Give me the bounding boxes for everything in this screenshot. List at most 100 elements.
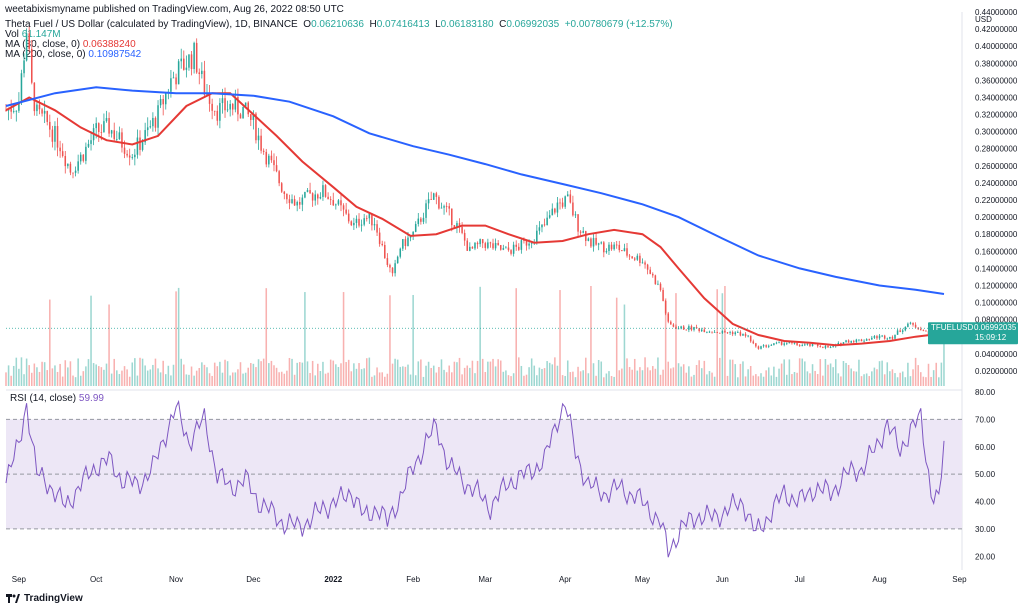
- volume-bar: [796, 372, 798, 386]
- footer-brand[interactable]: TradingView: [6, 593, 83, 604]
- volume-bar: [100, 367, 103, 386]
- volume-bar: [350, 371, 353, 386]
- volume-bar: [353, 363, 355, 386]
- candle-body: [824, 346, 827, 348]
- open-value: 0.06210636: [311, 19, 364, 30]
- x-tick-label: Apr: [559, 575, 572, 584]
- candle-body: [306, 190, 309, 192]
- candle-body: [512, 244, 515, 254]
- volume-bar: [213, 362, 216, 386]
- last-price-tag: [928, 322, 1018, 345]
- volume-bar: [183, 364, 185, 386]
- symbol-ohlc-line: Theta Fuel / US Dollar (calculated by Tr…: [5, 19, 673, 31]
- volume-bar: [198, 367, 201, 386]
- volume-bar: [922, 376, 925, 386]
- candle-body: [427, 199, 430, 204]
- candle-body: [760, 346, 762, 349]
- volume-bar: [67, 367, 69, 386]
- x-tick-label: 2022: [324, 575, 342, 584]
- volume-bar: [108, 304, 110, 386]
- volume-bar: [907, 362, 909, 386]
- candle-body: [840, 342, 842, 345]
- x-tick-label: Nov: [169, 575, 183, 584]
- candle-body: [448, 206, 450, 209]
- candle-body: [193, 42, 195, 70]
- candle-body: [353, 222, 355, 226]
- candle-body: [247, 102, 249, 115]
- candle-body: [250, 114, 252, 120]
- candle-body: [237, 96, 239, 115]
- candle-body: [582, 231, 584, 233]
- volume-bar: [487, 361, 489, 386]
- candle-body: [641, 262, 644, 264]
- volume-bar: [628, 367, 631, 386]
- volume-bar: [641, 370, 644, 386]
- volume-bar: [608, 371, 610, 386]
- candle-body: [239, 114, 242, 119]
- volume-legend: Vol 61.147M: [5, 29, 61, 41]
- candle-body: [896, 330, 899, 335]
- candle-body: [847, 340, 850, 343]
- volume-bar: [402, 366, 404, 386]
- price-tick-label: 0.36000000: [975, 76, 1018, 85]
- candle-body: [685, 329, 688, 331]
- volume-bar: [177, 287, 180, 386]
- candle-body: [376, 224, 378, 233]
- volume-bar: [244, 372, 247, 386]
- candle-body: [548, 215, 551, 218]
- candle-body: [646, 264, 649, 270]
- candle-body: [484, 243, 487, 248]
- volume-bar: [670, 368, 672, 386]
- candle-body: [396, 256, 399, 264]
- volume-bar: [430, 368, 432, 386]
- volume-bar: [18, 368, 20, 386]
- volume-bar: [664, 298, 667, 386]
- candle-body: [242, 106, 244, 119]
- volume-bar: [255, 367, 257, 386]
- volume-bar: [386, 373, 389, 386]
- candle-body: [778, 341, 780, 343]
- volume-bar: [590, 286, 592, 386]
- rsi-tick-label: 30.00: [975, 525, 996, 534]
- volume-bar: [860, 376, 863, 386]
- candle-body: [752, 341, 755, 344]
- price-tick-label: 0.04000000: [975, 350, 1018, 359]
- candle-body: [909, 322, 912, 324]
- candle-body: [579, 231, 582, 233]
- price-tick-label: 0.30000000: [975, 128, 1018, 137]
- volume-bar: [190, 366, 193, 386]
- volume-bar: [335, 364, 337, 386]
- candle-body: [726, 332, 729, 334]
- volume-bar: [41, 361, 43, 386]
- x-tick-label: Oct: [90, 575, 103, 584]
- candle-body: [435, 193, 438, 197]
- volume-bar: [747, 369, 749, 386]
- volume-bar: [149, 369, 152, 386]
- candle-body: [804, 344, 806, 346]
- volume-bar: [286, 370, 288, 386]
- candle-body: [878, 335, 881, 339]
- volume-bar: [371, 376, 373, 386]
- rsi-band: [6, 419, 962, 529]
- candle-body: [54, 126, 56, 142]
- candle-body: [569, 194, 572, 203]
- candle-body: [409, 235, 412, 238]
- candle-body: [608, 244, 610, 251]
- volume-bar: [141, 358, 144, 386]
- candle-body: [860, 339, 863, 342]
- candle-body: [190, 54, 193, 70]
- volume-bar: [188, 374, 190, 386]
- candle-body: [677, 328, 680, 330]
- candle-body: [255, 113, 257, 141]
- last-price-symbol: TFUELUSD: [931, 323, 973, 332]
- price-tick-label: 0.10000000: [975, 299, 1018, 308]
- candle-body: [293, 199, 296, 206]
- volume-bar: [719, 357, 721, 386]
- candle-body: [213, 110, 216, 112]
- volume-bar: [541, 368, 543, 386]
- candle-body: [317, 194, 319, 199]
- volume-bar: [30, 372, 33, 386]
- volume-bar: [505, 370, 507, 386]
- candle-body: [858, 339, 860, 341]
